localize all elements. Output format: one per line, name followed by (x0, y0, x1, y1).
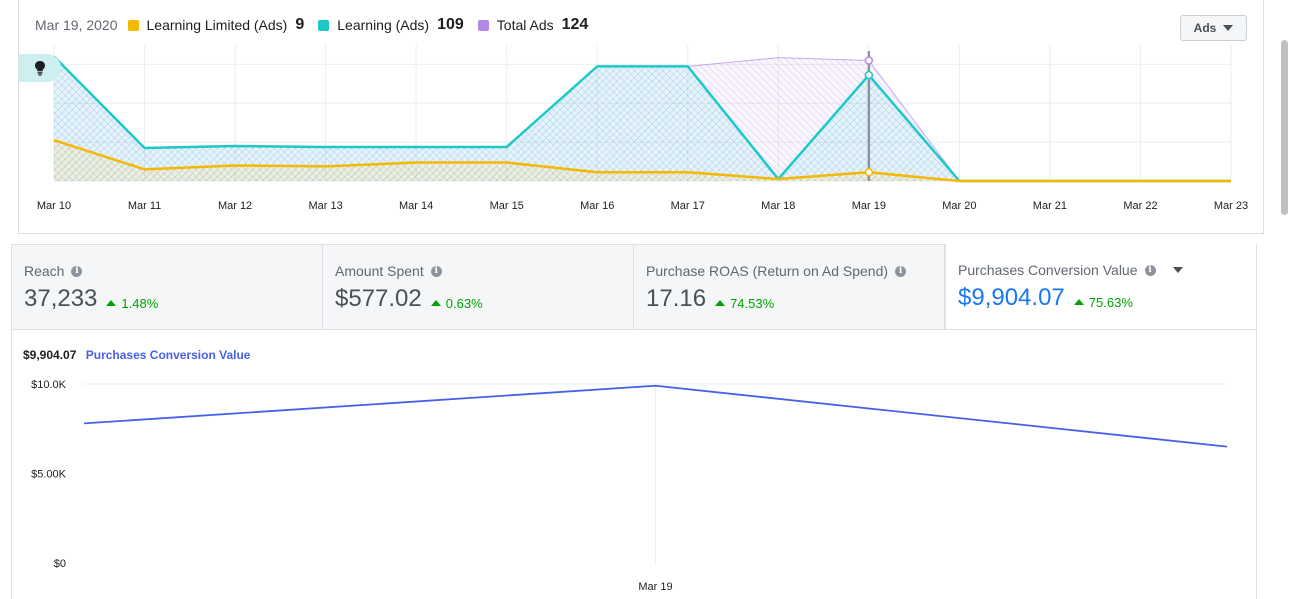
x-tick-label: Mar 12 (218, 200, 252, 212)
metric-change-value: 1.48% (121, 295, 159, 311)
info-icon[interactable]: i (895, 265, 907, 277)
legend-label: Learning (Ads) (337, 17, 430, 33)
arrow-up-icon (106, 300, 117, 306)
legend-count: 109 (437, 16, 464, 33)
metric-label: Purchase ROAS (Return on Ad Spend) (646, 263, 889, 279)
metric-tab-purchases-conversion-value[interactable]: Purchases Conversion Value i $9,904.07 75… (945, 244, 1257, 330)
legend-count: 9 (295, 16, 305, 33)
highlight-point-2 (864, 168, 874, 177)
conversion-value-chart-card: $0 $5.00K $10.0K Mar 19 $9,904.07 Purchases… (11, 329, 1257, 599)
x-tick-label: Mar 13 (308, 200, 342, 212)
legend-item-learning: Learning (Ads) 109 (318, 16, 464, 34)
lightbulb-icon[interactable] (19, 54, 61, 82)
y-tick-label: $10.0K (31, 379, 67, 391)
metric-value: 37,233 (24, 285, 98, 312)
chart-legend: Mar 19, 2020 Learning Limited (Ads) 9 Le… (35, 16, 602, 34)
legend-swatch (127, 19, 139, 31)
legend-date: Mar 19, 2020 (35, 17, 118, 33)
legend-swatch (477, 19, 489, 31)
x-tick-label: Mar 15 (490, 200, 524, 212)
series-area-2 (54, 140, 1231, 181)
ads-button-label: Ads (1193, 21, 1217, 35)
legend-swatch (318, 19, 330, 31)
legend-label: Learning Limited (Ads) (146, 17, 288, 33)
x-tick-label: Mar 20 (942, 200, 976, 212)
metric-value: $9,904.07 (958, 284, 1065, 311)
metrics-row: Reach i 37,233 1.48% Amount Spent i $577.0… (11, 244, 1257, 330)
info-icon[interactable]: i (430, 265, 442, 277)
x-tick-label: Mar 14 (399, 200, 433, 212)
metric-change: 1.48% (106, 296, 158, 311)
arrow-up-icon (715, 300, 726, 306)
x-tick-label: Mar 17 (671, 200, 705, 212)
metric-change-value: 74.53% (730, 295, 775, 311)
chart-heading: $9,904.07 Purchases Conversion Value (23, 348, 250, 362)
highlight-point-1 (864, 70, 874, 80)
ads-status-chart-card: Mar 10 Mar 11 Mar 12 Mar 13 Mar 14 Mar 15 Mar … (18, 0, 1264, 234)
metric-tab-purchase-roas[interactable]: Purchase ROAS (Return on Ad Spend) i 17.1… (633, 244, 945, 330)
metric-change-value: 75.63% (1088, 294, 1133, 310)
metric-tab-amount-spent[interactable]: Amount Spent i $577.02 0.63% (322, 244, 634, 330)
x-tick-label: Mar 10 (37, 200, 71, 212)
series-area-1 (54, 56, 1231, 181)
arrow-up-icon (430, 300, 441, 306)
caret-down-icon[interactable] (1172, 267, 1183, 273)
x-tick-label: Mar 16 (580, 200, 614, 212)
metric-change-value: 0.63% (445, 295, 483, 311)
ads-dropdown-button[interactable]: Ads (1180, 15, 1247, 41)
x-tick-label: Mar 23 (1214, 200, 1248, 212)
series-line (83, 384, 1228, 448)
conversion-value-chart: $0 $5.00K $10.0K Mar 19 (31, 379, 1228, 593)
metric-value: $577.02 (335, 285, 422, 312)
page-scrollbar[interactable] (1281, 40, 1288, 215)
series-line-2 (53, 139, 1231, 183)
x-tick-label: Mar 22 (1123, 200, 1157, 212)
info-icon[interactable]: i (1144, 264, 1156, 276)
metric-change: 0.63% (430, 295, 483, 311)
x-tick-label: Mar 19 (638, 581, 672, 593)
x-tick-label: Mar 19 (852, 200, 886, 212)
arrow-up-icon (1073, 299, 1084, 305)
metric-tab-reach[interactable]: Reach i 37,233 1.48% (11, 244, 323, 330)
metric-label: Purchases Conversion Value (958, 262, 1138, 278)
y-tick-label: $5.00K (31, 469, 67, 481)
legend-item-learning-limited: Learning Limited (Ads) 9 (127, 16, 305, 34)
caret-down-icon (1223, 25, 1234, 31)
chart-heading-metric-link[interactable]: Purchases Conversion Value (85, 348, 251, 362)
legend-item-total-ads: Total Ads 124 (477, 16, 589, 34)
legend-count: 124 (561, 16, 589, 33)
x-tick-label: Mar 18 (761, 200, 795, 212)
x-tick-label: Mar 21 (1033, 200, 1067, 212)
metric-value: 17.16 (646, 285, 707, 312)
metric-label: Reach (24, 263, 65, 279)
metric-change: 74.53% (715, 296, 774, 311)
ads-status-chart: Mar 10 Mar 11 Mar 12 Mar 13 Mar 14 Mar 15 Mar … (37, 45, 1248, 212)
legend-label: Total Ads (496, 17, 554, 33)
x-tick-label: Mar 11 (128, 200, 161, 212)
metric-label: Amount Spent (335, 263, 424, 279)
y-tick-label: $0 (54, 558, 66, 570)
highlight-point-0 (864, 56, 874, 65)
info-icon[interactable]: i (71, 265, 83, 277)
chart-heading-value: $9,904.07 (23, 348, 77, 362)
metric-change: 75.63% (1073, 294, 1133, 310)
